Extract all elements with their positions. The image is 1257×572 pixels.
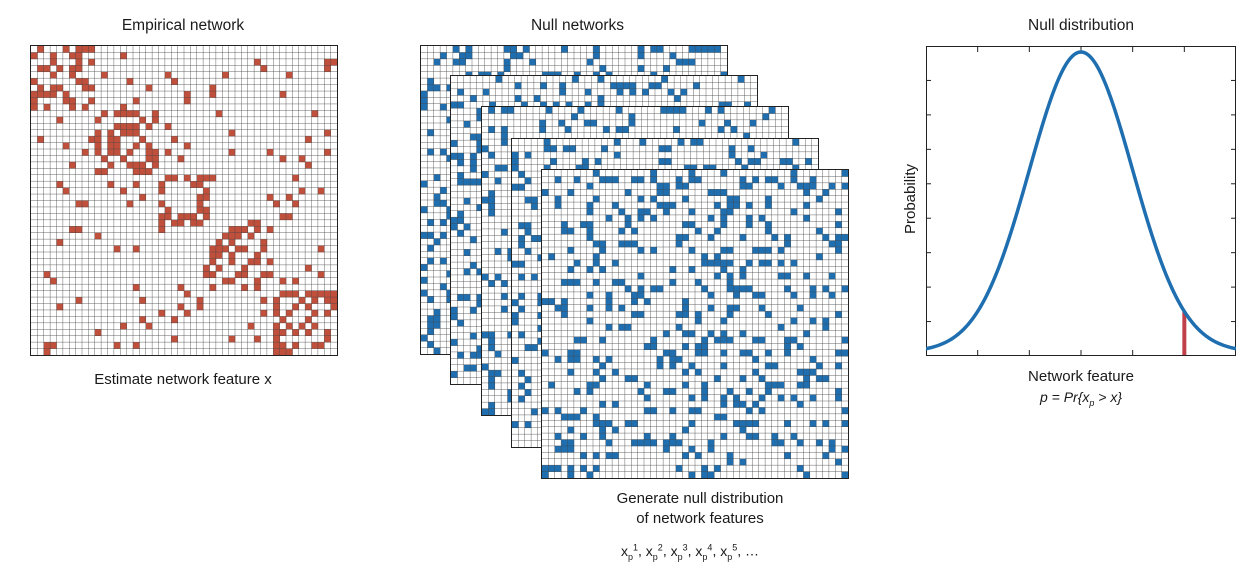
null-distribution-curve xyxy=(926,50,1236,351)
null-feature-term: xp2 xyxy=(645,542,663,562)
empirical-network-title: Empirical network xyxy=(121,17,245,34)
network-feature-axis-label: Network feature xyxy=(1028,368,1134,385)
empirical-caption: Estimate network feature x xyxy=(94,371,272,388)
null-caption-line1: Generate null distribution xyxy=(616,490,784,507)
p-value-formula: p = Pr{xp > x} xyxy=(1039,389,1123,408)
null-distribution-title: Null distribution xyxy=(1028,17,1134,34)
null-network-matrix xyxy=(541,169,849,479)
plot-frame xyxy=(926,46,1236,356)
probability-axis-label: Probability xyxy=(902,163,919,234)
empirical-adjacency-matrix xyxy=(30,45,338,356)
null-feature-term: xp5 xyxy=(720,542,738,562)
null-feature-term: xp1 xyxy=(620,542,638,562)
null-caption-line2: of network features xyxy=(636,510,764,527)
null-distribution-caption: Generate null distribution of network fe… xyxy=(560,489,840,529)
null-networks-title: Null networks xyxy=(530,17,625,34)
null-distribution-plot xyxy=(926,46,1236,356)
null-feature-term: xp3 xyxy=(670,542,688,562)
null-feature-term: xp4 xyxy=(695,542,713,562)
null-feature-sequence: xp1, xp2, xp3, xp4, xp5, … xyxy=(620,542,760,562)
